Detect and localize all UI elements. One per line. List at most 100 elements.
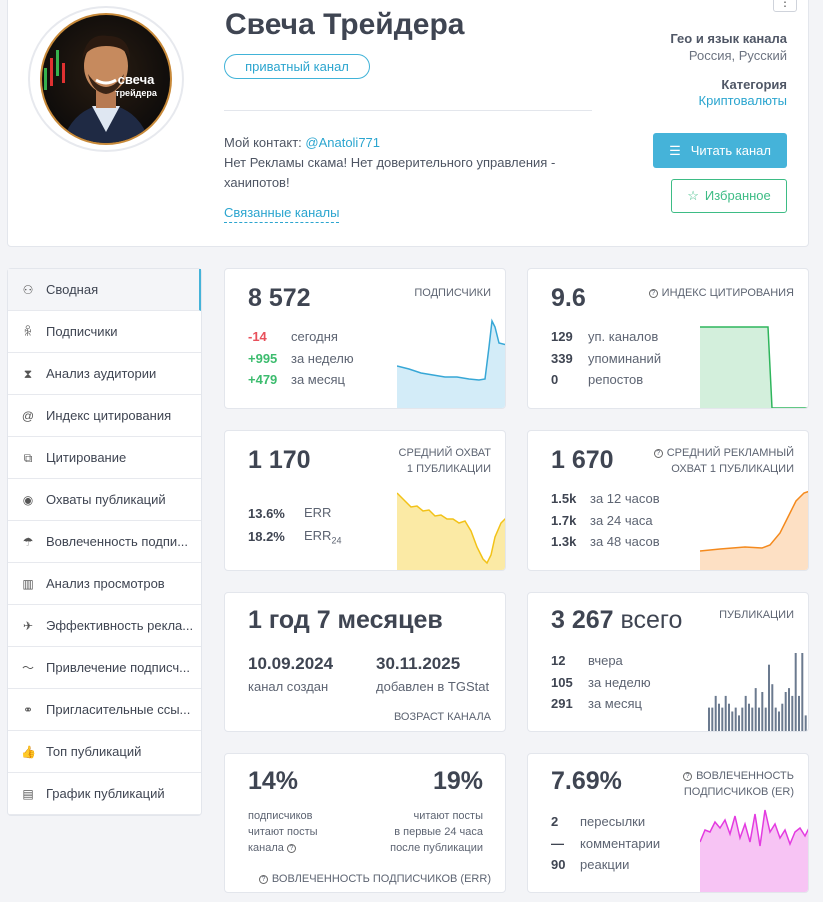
- avg-reach-sparkline: [397, 492, 505, 570]
- sidebar-item-11[interactable]: ⚭ Пригласительные ссы...: [8, 689, 201, 731]
- avatar-text-1: свеча: [118, 72, 156, 87]
- avg-reach-value: 1 170: [248, 446, 311, 474]
- err-card-label-text: ВОВЛЕЧЕННОСТЬ ПОДПИСЧИКОВ (ERR): [271, 873, 491, 885]
- sidebar-item-6[interactable]: ◉ Охваты публикаций: [8, 479, 201, 521]
- ad_reach-row-value: 1.7k: [551, 512, 577, 528]
- citation-row-value: 339: [551, 350, 573, 366]
- avg-reach-label-1: СРЕДНИЙ ОХВАТ: [398, 447, 491, 459]
- publication-bar: [764, 707, 767, 731]
- er-sparkline: [700, 809, 808, 892]
- err-text-subscribers: подписчиков читают посты канала ?: [248, 808, 318, 856]
- contact-link[interactable]: @Anatoli771: [305, 135, 381, 150]
- err-row: 13.6% ERR: [248, 505, 331, 523]
- sidebar-item-12[interactable]: 👍 Топ публикаций: [8, 731, 201, 773]
- created-label: канал создан: [248, 679, 329, 694]
- publication-bar: [711, 707, 714, 731]
- sidebar-item-5[interactable]: ⧉ Цитирование: [8, 437, 201, 479]
- publication-bar: [761, 692, 764, 731]
- publications-total: 3 267 всего: [551, 606, 682, 635]
- err-text-24h: читают посты в первые 24 часа после публ…: [390, 808, 483, 856]
- ad_reach-row-value: 1.5k: [551, 491, 577, 506]
- ad-reach-card[interactable]: 1 670 ? СРЕДНИЙ РЕКЛАМНЫЙ ОХВАТ 1 ПУБЛИКАЦ…: [527, 430, 809, 571]
- citation-index-label: ? ИНДЕКС ЦИТИРОВАНИЯ: [648, 285, 794, 301]
- sidebar-item-4[interactable]: @ Индекс цитирования: [8, 395, 201, 437]
- err24-value: 18.2%: [248, 529, 285, 544]
- citation-row-label: уп. каналов: [588, 329, 659, 344]
- subscribers-sparkline: [397, 318, 505, 408]
- sidebar-item-label: Вовлеченность подпи...: [46, 534, 189, 549]
- publications-label: ПУБЛИКАЦИИ: [719, 609, 794, 621]
- description-text: Нет Рекламы скама! Нет доверительного уп…: [224, 155, 556, 190]
- sidebar-item-13[interactable]: ▤ График публикаций: [8, 773, 201, 815]
- read-channel-button[interactable]: ☰ Читать канал: [653, 133, 787, 168]
- publication-bar: [714, 695, 717, 731]
- sidebar-item-label: Индекс цитирования: [46, 408, 172, 423]
- more-menu-button[interactable]: ⋮: [773, 0, 797, 12]
- publication-bar: [754, 688, 757, 731]
- question-icon: ?: [683, 772, 693, 781]
- posts-row-label: за неделю: [588, 674, 651, 690]
- er-label: ? ВОВЛЕЧЕННОСТЬ ПОДПИСЧИКОВ (ER): [683, 768, 794, 800]
- err-pct-subscribers: 14%: [248, 767, 299, 795]
- publication-bar: [744, 695, 747, 731]
- posts-row-value: 291: [551, 696, 573, 711]
- err-text-1c: канала: [248, 842, 284, 854]
- publication-bar: [724, 695, 727, 731]
- sidebar-item-label: Сводная: [46, 282, 99, 297]
- list-icon: ☰: [669, 143, 681, 158]
- err-label: ERR: [304, 505, 332, 520]
- category-value[interactable]: Криптовалюты: [698, 93, 787, 108]
- avg-reach-card[interactable]: 1 170 СРЕДНИЙ ОХВАТ 1 ПУБЛИКАЦИИ 13.6% ERR…: [224, 430, 506, 571]
- sidebar-icon: ◉: [22, 493, 34, 507]
- favorite-button[interactable]: ☆ Избранное: [671, 179, 787, 213]
- sidebar-icon: 👍: [21, 745, 36, 759]
- sidebar-item-1[interactable]: ⚇ Сводная: [8, 269, 201, 311]
- posts-row-value: 12: [551, 653, 566, 668]
- subscribers-count: 8 572: [248, 284, 311, 312]
- sidebar-item-2[interactable]: ꆜ Подписчики: [8, 311, 201, 353]
- favorite-label: Избранное: [704, 188, 771, 203]
- er-card[interactable]: 7.69% ? ВОВЛЕЧЕННОСТЬ ПОДПИСЧИКОВ (ER) 2 пе…: [527, 753, 809, 893]
- sidebar-item-label: Пригласительные ссы...: [46, 702, 191, 717]
- ad-reach-label: ? СРЕДНИЙ РЕКЛАМНЫЙ ОХВАТ 1 ПУБЛИКАЦИИ: [653, 445, 794, 477]
- sidebar-item-9[interactable]: ✈ Эффективность рекла...: [8, 605, 201, 647]
- sidebar-icon: ▥: [22, 577, 34, 591]
- posts-row-label: вчера: [588, 653, 623, 668]
- sidebar-item-3[interactable]: ⧗ Анализ аудитории: [8, 353, 201, 395]
- er-label-1: ВОВЛЕЧЕННОСТЬ: [696, 770, 794, 782]
- er_card-row-label: реакции: [580, 857, 630, 872]
- avatar-text-2: трейдера: [115, 88, 158, 98]
- publication-bar: [751, 707, 754, 731]
- err-value: 13.6%: [248, 506, 285, 521]
- channel-avatar[interactable]: свеча трейдера: [30, 8, 182, 150]
- header-divider: [224, 110, 592, 111]
- question-icon: ?: [653, 449, 663, 458]
- ad_reach-row-label: за 24 часа: [590, 512, 653, 528]
- related-channels-link[interactable]: Связанные каналы: [224, 205, 340, 223]
- publication-bar: [728, 703, 730, 731]
- channel-description: Мой контакт: @Anatoli771 Нет Рекламы ска…: [224, 133, 564, 193]
- question-icon[interactable]: ?: [286, 844, 296, 853]
- sidebar-icon: ⧗: [23, 367, 33, 381]
- err-card-label: ? ВОВЛЕЧЕННОСТЬ ПОДПИСЧИКОВ (ERR): [258, 871, 491, 887]
- publication-bar: [731, 711, 734, 731]
- subscribers-label: ПОДПИСЧИКИ: [414, 287, 491, 299]
- sidebar-item-10[interactable]: 〜 Привлечение подписч...: [8, 647, 201, 689]
- publications-count: 3 267: [551, 606, 614, 634]
- ad-reach-label-1: СРЕДНИЙ РЕКЛАМНЫЙ: [666, 447, 794, 459]
- sidebar-item-label: Эффективность рекла...: [46, 618, 194, 633]
- publication-bar: [794, 653, 797, 731]
- sidebar-item-8[interactable]: ▥ Анализ просмотров: [8, 563, 201, 605]
- citation-index-card[interactable]: 9.6 ? ИНДЕКС ЦИТИРОВАНИЯ 129 уп. каналов 33…: [527, 268, 809, 409]
- star-icon: ☆: [687, 188, 699, 203]
- question-icon: ?: [258, 875, 268, 884]
- channel-age-value: 1 год 7 месяцев: [248, 606, 443, 634]
- sidebar-item-label: Анализ аудитории: [46, 366, 157, 381]
- publications-card[interactable]: 3 267 всего ПУБЛИКАЦИИ 12 вчера 105 за неде…: [527, 592, 809, 732]
- publication-bar: [774, 707, 777, 731]
- subscribers-card[interactable]: 8 572 ПОДПИСЧИКИ -14 сегодня +995 за неделю…: [224, 268, 506, 409]
- publication-bar: [791, 695, 794, 731]
- sidebar-item-7[interactable]: ☂ Вовлеченность подпи...: [8, 521, 201, 563]
- er_card-row-label: пересылки: [580, 814, 646, 829]
- question-icon: ?: [648, 289, 658, 298]
